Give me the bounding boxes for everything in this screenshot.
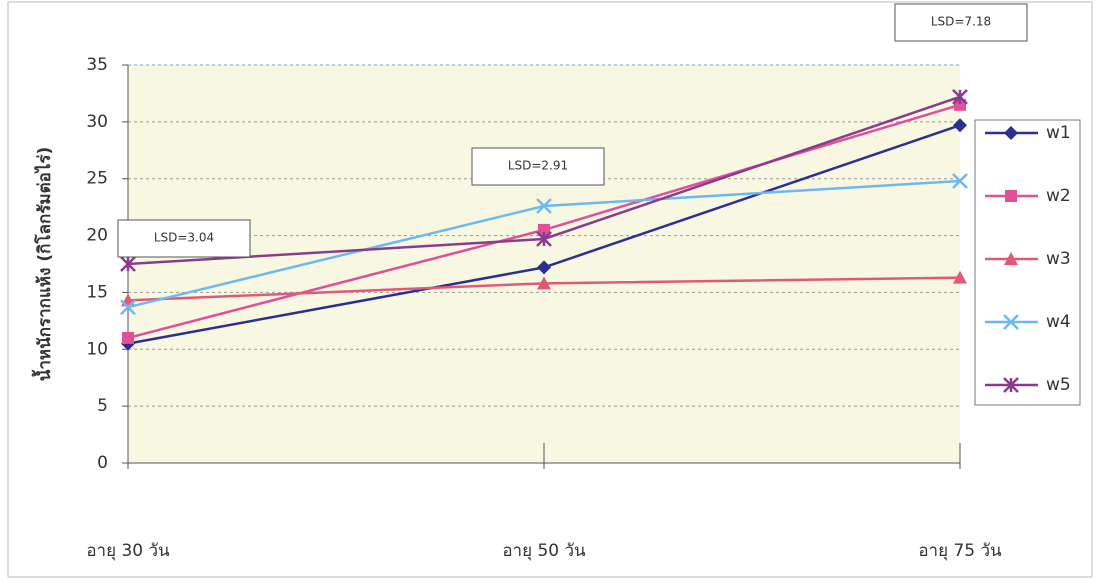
- legend-marker: [1005, 190, 1017, 202]
- y-tick-label: 35: [86, 55, 108, 75]
- data-point: [954, 98, 966, 111]
- y-tick-label: 20: [86, 226, 108, 246]
- y-tick-label: 10: [86, 339, 108, 359]
- y-tick-label: 30: [86, 112, 108, 132]
- legend-label: w2: [1046, 186, 1071, 206]
- y-axis-title: น้ำหนักรากแห้ง (กิโลกรัมต่อไร่): [31, 147, 55, 382]
- legend-label: w1: [1046, 123, 1071, 143]
- data-point: [537, 260, 551, 275]
- data-point: [537, 276, 551, 290]
- legend-label: w4: [1046, 312, 1071, 332]
- data-point: [952, 88, 968, 105]
- x-tick-label: อายุ 50 วัน: [502, 541, 586, 561]
- data-point: [120, 256, 136, 272]
- legend-marker: [1003, 377, 1019, 393]
- legend-marker: [1004, 252, 1018, 265]
- x-tick-label: อายุ 30 วัน: [86, 541, 170, 561]
- annotation: LSD=2.91: [508, 159, 568, 173]
- y-tick-label: 25: [86, 169, 108, 189]
- data-point: [122, 331, 134, 344]
- data-point: [120, 299, 136, 316]
- legend-marker: [1004, 126, 1018, 140]
- data-point: [953, 118, 967, 133]
- y-tick-label: 0: [97, 453, 108, 473]
- annotation: LSD=3.04: [154, 231, 214, 245]
- annotation-box: [894, 3, 1028, 42]
- annotation-box: [117, 219, 251, 258]
- legend-label: w3: [1046, 249, 1071, 269]
- y-tick-label: 5: [97, 396, 108, 416]
- annotation-box: [471, 147, 605, 186]
- y-tick-label: 15: [86, 282, 108, 302]
- data-point: [953, 270, 967, 284]
- data-point: [536, 198, 552, 214]
- data-point: [536, 231, 552, 247]
- data-point: [538, 223, 550, 236]
- data-point: [952, 173, 968, 189]
- legend-marker: [1003, 314, 1019, 330]
- annotation: LSD=7.18: [931, 15, 991, 29]
- legend-label: w5: [1046, 375, 1071, 395]
- legend: [974, 119, 1081, 406]
- x-tick-label: อายุ 75 วัน: [918, 541, 1002, 561]
